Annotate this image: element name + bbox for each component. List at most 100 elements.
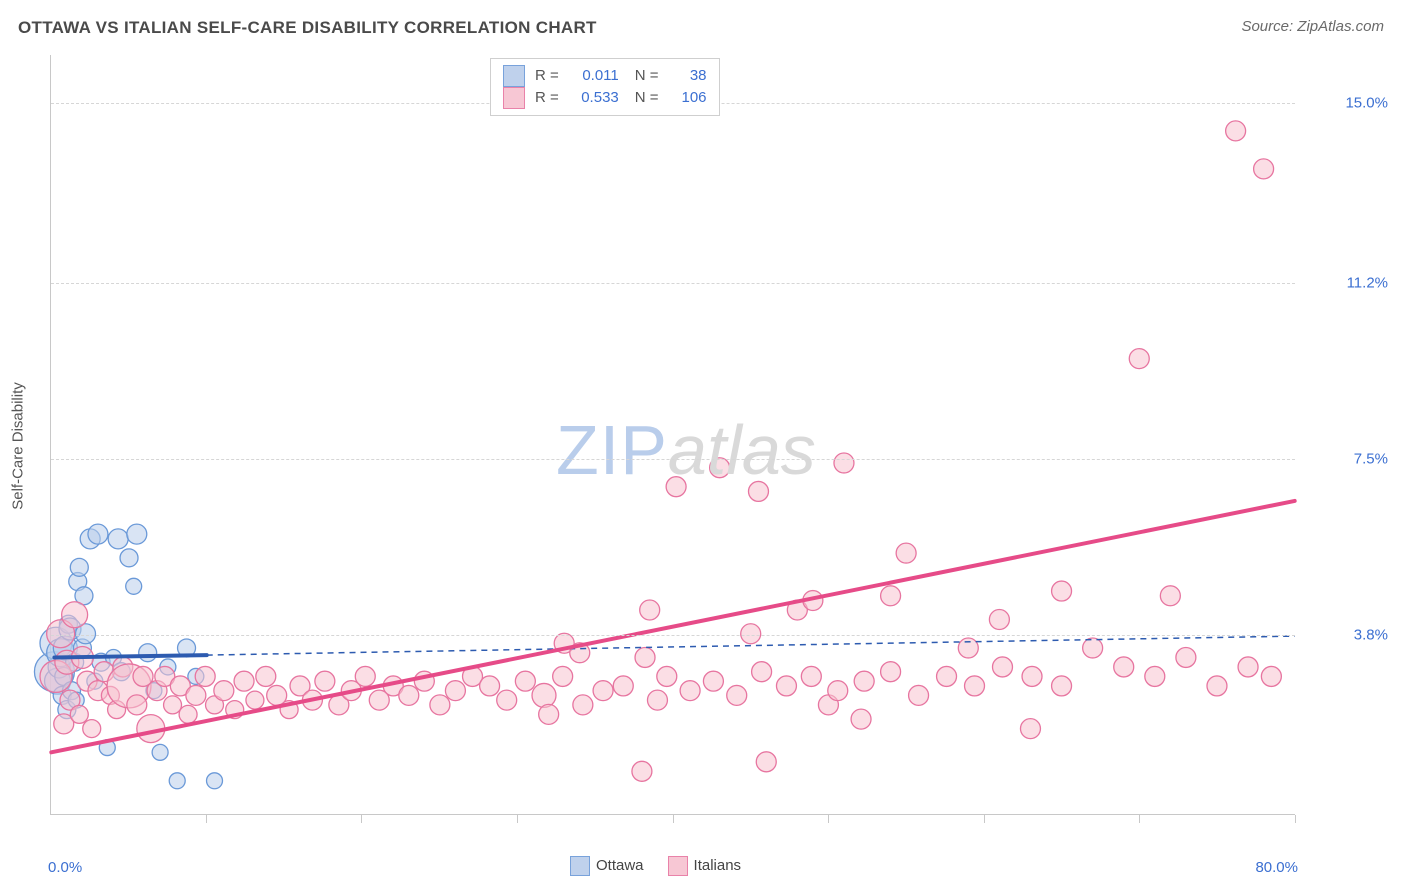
y-tick-label: 11.2% <box>1347 275 1388 292</box>
series-legend: Ottawa Italians <box>570 856 741 876</box>
scatter-point <box>70 705 88 723</box>
scatter-point <box>1022 666 1042 686</box>
scatter-point <box>480 676 500 696</box>
legend-swatch <box>503 65 525 87</box>
scatter-point <box>881 662 901 682</box>
y-tick-label: 3.8% <box>1354 626 1388 643</box>
scatter-point <box>851 709 871 729</box>
scatter-point <box>70 558 88 576</box>
x-tickmark <box>984 815 985 823</box>
scatter-point <box>246 691 264 709</box>
legend-item: Ottawa <box>570 856 644 876</box>
scatter-point <box>896 543 916 563</box>
legend-r-label: R = <box>535 87 559 109</box>
scatter-point <box>647 690 667 710</box>
scatter-point <box>445 681 465 701</box>
scatter-point <box>640 600 660 620</box>
y-axis-label: Self-Care Disability <box>10 382 27 510</box>
chart-source: Source: ZipAtlas.com <box>1241 18 1384 35</box>
scatter-point <box>909 685 929 705</box>
legend-row: R = 0.533 N = 106 <box>503 87 707 109</box>
scatter-point <box>169 773 185 789</box>
scatter-point <box>179 705 197 723</box>
scatter-point <box>539 704 559 724</box>
scatter-point <box>108 529 128 549</box>
scatter-point <box>710 458 730 478</box>
chart-title: OTTAWA VS ITALIAN SELF-CARE DISABILITY C… <box>18 18 597 38</box>
scatter-point <box>752 662 772 682</box>
scatter-point <box>399 685 419 705</box>
x-tickmark <box>673 815 674 823</box>
scatter-point <box>186 685 206 705</box>
scatter-point <box>152 744 168 760</box>
scatter-point <box>256 666 276 686</box>
scatter-point <box>703 671 723 691</box>
x-tickmark <box>1139 815 1140 823</box>
legend-item: Italians <box>668 856 742 876</box>
scatter-point <box>666 477 686 497</box>
scatter-point <box>776 676 796 696</box>
scatter-point <box>139 644 157 662</box>
gridline <box>51 283 1295 284</box>
scatter-point <box>1052 581 1072 601</box>
scatter-point <box>126 578 142 594</box>
legend-swatch <box>570 856 590 876</box>
chart-container: OTTAWA VS ITALIAN SELF-CARE DISABILITY C… <box>0 0 1406 892</box>
scatter-point <box>355 666 375 686</box>
scatter-point <box>958 638 978 658</box>
scatter-point <box>553 666 573 686</box>
scatter-point <box>657 666 677 686</box>
scatter-point <box>234 671 254 691</box>
scatter-point <box>834 453 854 473</box>
scatter-point <box>127 695 147 715</box>
scatter-point <box>1238 657 1258 677</box>
scatter-point <box>1226 121 1246 141</box>
trend-line <box>54 655 206 657</box>
scatter-point <box>1261 666 1281 686</box>
y-tick-label: 15.0% <box>1345 94 1388 111</box>
gridline <box>51 635 1295 636</box>
scatter-point <box>195 666 215 686</box>
x-tickmark <box>361 815 362 823</box>
trend-line <box>51 501 1294 752</box>
scatter-point <box>593 681 613 701</box>
scatter-point <box>315 671 335 691</box>
scatter-point <box>1020 719 1040 739</box>
scatter-point <box>727 685 747 705</box>
legend-swatch <box>668 856 688 876</box>
scatter-point <box>801 666 821 686</box>
x-tickmark <box>828 815 829 823</box>
correlation-legend: R =0.011N =38R = 0.533 N = 106 <box>490 58 720 116</box>
legend-r-label: R = <box>535 65 559 87</box>
scatter-point <box>937 666 957 686</box>
scatter-point <box>1145 666 1165 686</box>
scatter-point <box>989 610 1009 630</box>
legend-n-value: 106 <box>669 87 707 109</box>
gridline <box>51 459 1295 460</box>
legend-label: Italians <box>694 857 742 874</box>
legend-n-label: N = <box>635 65 659 87</box>
scatter-point <box>993 657 1013 677</box>
scatter-point <box>1083 638 1103 658</box>
scatter-point <box>127 524 147 544</box>
scatter-point <box>632 761 652 781</box>
legend-n-label: N = <box>635 87 659 109</box>
scatter-point <box>497 690 517 710</box>
scatter-point <box>1207 676 1227 696</box>
scatter-point <box>62 602 88 628</box>
legend-label: Ottawa <box>596 857 644 874</box>
scatter-point <box>881 586 901 606</box>
scatter-point <box>680 681 700 701</box>
y-tick-label: 7.5% <box>1354 450 1388 467</box>
scatter-point <box>207 773 223 789</box>
legend-row: R =0.011N =38 <box>503 65 707 87</box>
scatter-point <box>1114 657 1134 677</box>
scatter-point <box>828 681 848 701</box>
legend-r-value: 0.533 <box>569 87 619 109</box>
scatter-point <box>83 720 101 738</box>
scatter-point <box>88 524 108 544</box>
plot-svg <box>51 55 1295 814</box>
scatter-point <box>748 481 768 501</box>
x-tickmark <box>1295 815 1296 823</box>
x-tickmark <box>517 815 518 823</box>
